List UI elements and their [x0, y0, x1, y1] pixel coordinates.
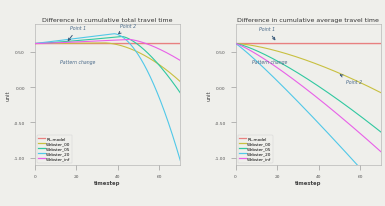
Text: Pattern change: Pattern change	[60, 59, 95, 64]
Y-axis label: unit: unit	[6, 89, 11, 100]
Title: Difference in cumulative average travel time: Difference in cumulative average travel …	[238, 18, 379, 23]
Text: Point 1: Point 1	[259, 27, 275, 41]
X-axis label: timestep: timestep	[295, 180, 321, 185]
Legend: RL-model, Webster_00, Webster_05, Webster_20, Webster_inf: RL-model, Webster_00, Webster_05, Webste…	[37, 135, 72, 163]
Text: Point 1: Point 1	[68, 26, 86, 41]
Text: Pattern change: Pattern change	[252, 59, 288, 64]
Y-axis label: unit: unit	[207, 89, 212, 100]
X-axis label: timestep: timestep	[94, 180, 121, 185]
Legend: RL-model, Webster_00, Webster_05, Webster_20, Webster_inf: RL-model, Webster_00, Webster_05, Webste…	[238, 135, 273, 163]
Text: Point 2: Point 2	[119, 24, 136, 35]
Title: Difference in cumulative total travel time: Difference in cumulative total travel ti…	[42, 18, 173, 23]
Text: Point 2: Point 2	[340, 76, 362, 84]
